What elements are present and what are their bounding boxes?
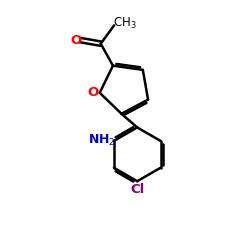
- Text: O: O: [71, 34, 82, 46]
- Text: O: O: [87, 86, 99, 99]
- Text: Cl: Cl: [130, 182, 144, 196]
- Text: NH$_2$: NH$_2$: [88, 133, 115, 148]
- Text: CH$_3$: CH$_3$: [112, 16, 136, 31]
